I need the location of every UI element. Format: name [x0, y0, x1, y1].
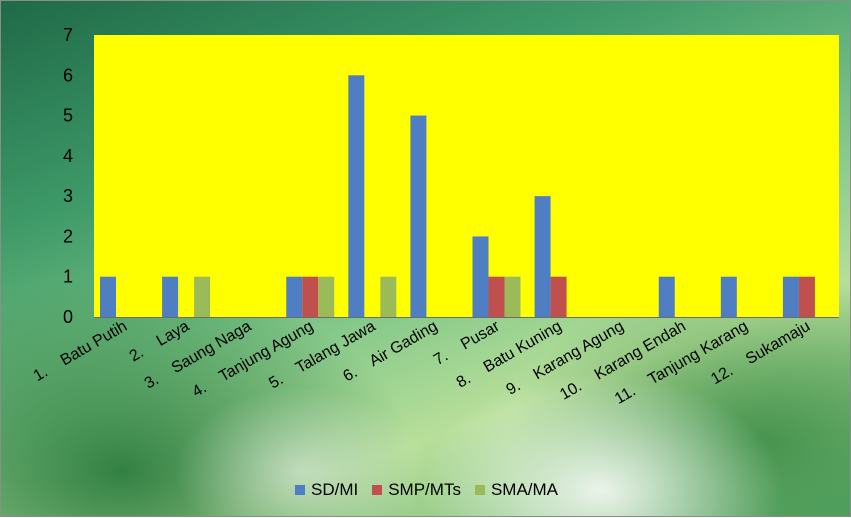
bars-group: [100, 75, 815, 318]
legend-label: SMA/MA: [490, 480, 559, 499]
x-category-label: 1. Batu Putih: [31, 318, 130, 385]
bar-sd-mi: [348, 75, 365, 318]
y-tick-label: 1: [63, 267, 73, 287]
legend-swatch: [474, 485, 485, 495]
bar-sd-mi: [286, 276, 303, 317]
legend-item: SMA/MA: [474, 480, 559, 500]
legend-item: SMP/MTs: [372, 480, 461, 500]
y-tick-label: 6: [63, 65, 73, 85]
bar-sd-mi: [472, 236, 489, 317]
bar-sma-ma: [318, 276, 335, 317]
y-tick-label: 5: [63, 106, 73, 126]
bar-sd-mi: [782, 276, 799, 317]
bar-smp-mts: [302, 276, 319, 317]
legend-label: SD/MI: [310, 480, 359, 499]
legend-item: SD/MI: [294, 480, 359, 500]
bar-sd-mi: [658, 276, 675, 317]
bar-sma-ma: [504, 276, 521, 317]
legend: SD/MI SMP/MTs SMA/MA: [1, 477, 851, 503]
legend-swatch: [372, 485, 383, 495]
bar-sd-mi: [720, 276, 737, 317]
bar-sd-mi: [162, 276, 179, 317]
bar-sma-ma: [380, 276, 397, 317]
legend-swatch: [294, 485, 305, 495]
y-tick-label: 2: [63, 226, 73, 246]
legend-label: SMP/MTs: [388, 480, 461, 499]
bar-sd-mi: [410, 115, 427, 317]
bar-smp-mts: [488, 276, 505, 317]
plot-area: [94, 35, 839, 317]
y-tick-label: 0: [63, 307, 73, 327]
bar-sd-mi: [534, 196, 551, 317]
bar-sd-mi: [100, 276, 116, 317]
bar-smp-mts: [550, 276, 567, 317]
bar-smp-mts: [798, 276, 815, 317]
y-tick-label: 4: [63, 146, 73, 166]
y-tick-label: 7: [63, 25, 73, 45]
y-axis: 0 1 2 3 4 5 6 7: [63, 25, 73, 327]
y-tick-label: 3: [63, 186, 73, 206]
x-category-label: 5. Talang Jawa: [266, 318, 378, 393]
bar-sma-ma: [194, 276, 211, 317]
